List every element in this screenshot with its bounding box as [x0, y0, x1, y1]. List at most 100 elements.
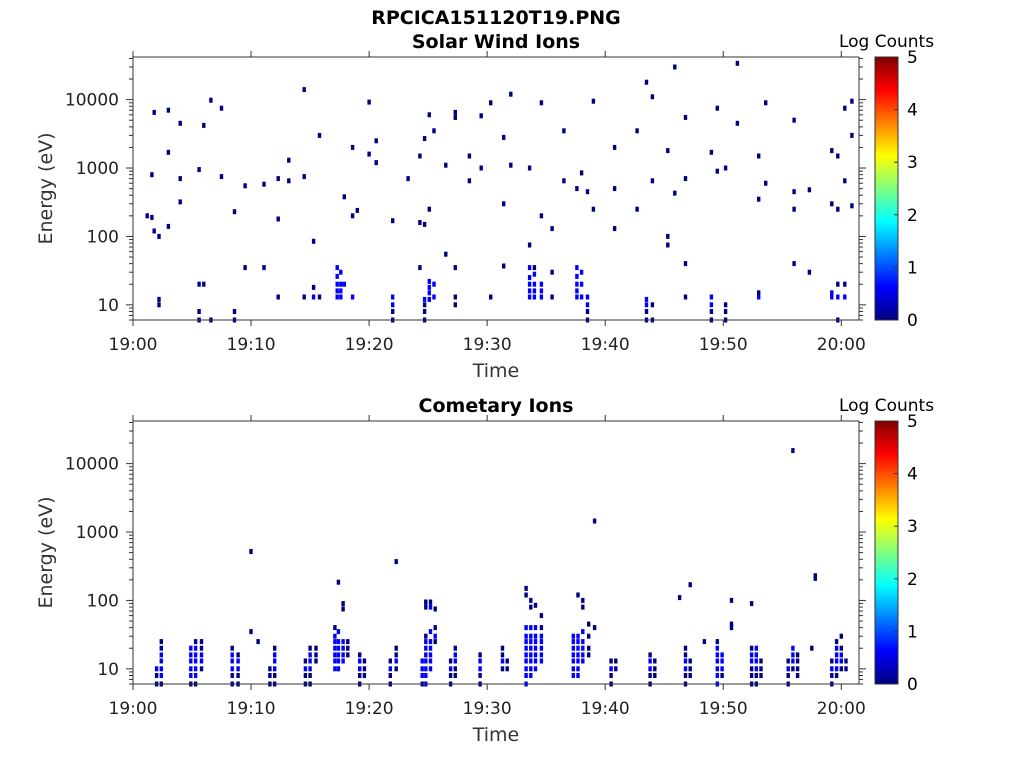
heatmap-cell — [571, 652, 575, 658]
heatmap-cell — [314, 652, 318, 658]
heatmap-cell — [428, 652, 433, 658]
heatmap-cell — [729, 625, 734, 631]
heatmap-cell — [810, 645, 814, 651]
heatmap-cell — [303, 658, 308, 664]
heatmap-cell — [339, 269, 343, 275]
heatmap-cell — [524, 658, 528, 664]
heatmap-cell — [791, 645, 795, 651]
heatmap-cell — [197, 309, 201, 314]
heatmap-cell — [432, 128, 436, 134]
heatmap-cell — [527, 242, 532, 248]
heatmap-cell — [850, 203, 854, 209]
heatmap-cell — [609, 666, 613, 672]
heatmap-cell — [524, 652, 528, 658]
heatmap-cell — [433, 639, 437, 645]
heatmap-cell — [524, 666, 528, 672]
heatmap-cell — [199, 666, 204, 672]
heatmap-cell — [527, 265, 532, 271]
heatmap-cell — [159, 645, 163, 651]
heatmap-cell — [358, 652, 362, 658]
heatmap-cell — [754, 652, 758, 658]
x-tick-label: 20:00 — [817, 699, 866, 719]
heatmap-cell — [341, 658, 345, 664]
heatmap-cell — [524, 645, 528, 651]
heatmap-cell — [673, 64, 677, 70]
heatmap-cell — [311, 284, 316, 290]
heatmap-cell — [529, 673, 533, 678]
heatmap-cell — [432, 294, 436, 300]
heatmap-cell — [159, 673, 163, 678]
colorbar — [874, 56, 899, 321]
heatmap-cell — [688, 658, 692, 664]
heatmap-cell — [571, 673, 575, 678]
x-axis-label: Time — [472, 724, 520, 746]
heatmap-cell — [230, 652, 234, 658]
heatmap-cell — [262, 181, 266, 187]
heatmap-cell — [424, 633, 428, 639]
heatmap-cell — [735, 60, 740, 66]
heatmap-cell — [571, 645, 575, 651]
heatmap-cell — [346, 652, 350, 658]
heatmap-cell — [374, 160, 378, 166]
heatmap-cell — [749, 652, 754, 658]
heatmap-cell — [648, 658, 652, 664]
heatmap-cell — [420, 666, 424, 672]
x-axis-label: Time — [472, 360, 520, 382]
heatmap-cell — [367, 99, 371, 105]
heatmap-cell — [232, 309, 237, 314]
heatmap-cell — [189, 652, 193, 658]
heatmap-cell — [448, 658, 453, 664]
heatmap-cell — [453, 265, 457, 271]
heatmap-cell — [424, 666, 428, 672]
heatmap-cell — [688, 666, 692, 672]
heatmap-cell — [406, 176, 410, 182]
heatmap-cell — [715, 105, 719, 111]
heatmap-cell — [427, 278, 431, 284]
heatmap-cell — [209, 97, 213, 103]
heatmap-cell — [193, 658, 198, 664]
heatmap-cell — [683, 673, 688, 678]
heatmap-cell — [792, 206, 796, 212]
heatmap-cell — [236, 666, 240, 672]
x-tick-label: 20:00 — [817, 335, 866, 355]
heatmap-cell — [152, 228, 156, 234]
heatmap-cell — [341, 645, 345, 651]
heatmap-cell — [834, 658, 839, 664]
heatmap-cell — [391, 218, 395, 224]
heatmap-cell — [308, 652, 312, 658]
heatmap-cell — [276, 216, 280, 222]
heatmap-cell — [524, 585, 528, 591]
heatmap-cell — [350, 294, 355, 300]
heatmap-cell — [150, 214, 154, 220]
heatmap-cell — [532, 281, 537, 287]
heatmap-cell — [302, 294, 306, 300]
heatmap-cell — [795, 673, 800, 678]
heatmap-cell — [650, 302, 655, 308]
heatmap-cell — [427, 112, 431, 118]
heatmap-cell — [249, 629, 253, 635]
heatmap-cell — [653, 666, 657, 672]
heatmap-cell — [843, 178, 847, 184]
heatmap-cell — [650, 178, 655, 184]
heatmap-cell — [843, 281, 847, 287]
heatmap-cell — [844, 658, 848, 664]
heatmap-cell — [529, 604, 533, 610]
heatmap-cell — [336, 652, 341, 658]
heatmap-cell — [529, 597, 533, 603]
heatmap-cell — [527, 165, 532, 171]
heatmap-cell — [388, 666, 392, 672]
heatmap-cell — [720, 673, 724, 678]
heatmap-cell — [677, 595, 682, 601]
heatmap-cell — [145, 213, 149, 219]
heatmap-cell — [500, 652, 505, 658]
heatmap-cell — [579, 170, 584, 176]
heatmap-cell — [539, 658, 544, 664]
heatmap-cell — [644, 79, 649, 85]
heatmap-cell — [453, 645, 457, 651]
heatmap-cell — [453, 652, 457, 658]
heatmap-cell — [539, 281, 544, 287]
heatmap-cell — [358, 673, 362, 678]
